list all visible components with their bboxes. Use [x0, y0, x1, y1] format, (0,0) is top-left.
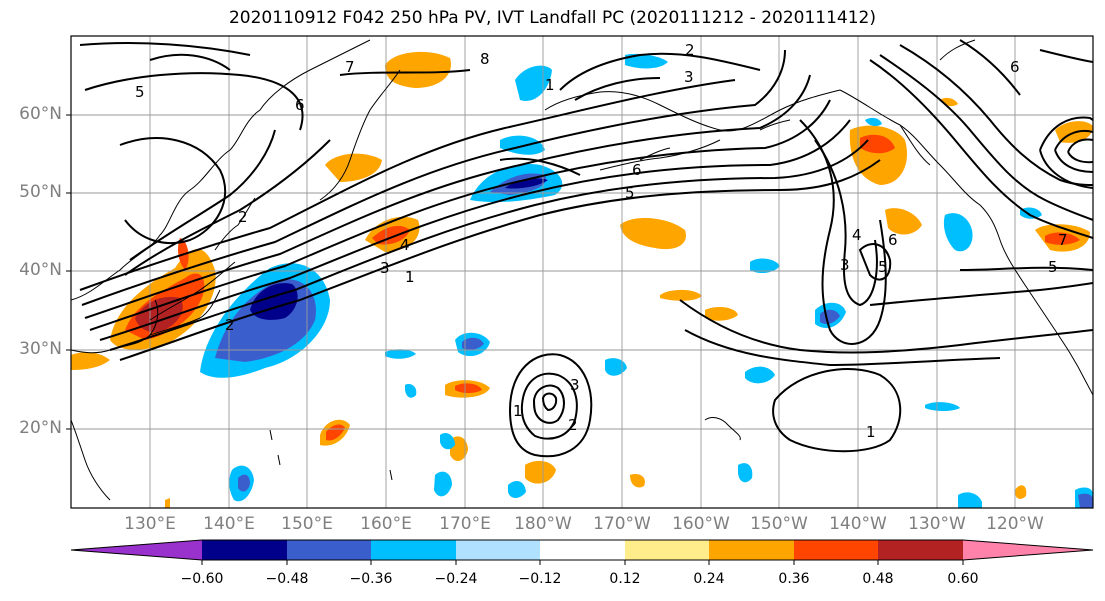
lon-label-140w: 140°W [829, 514, 887, 534]
contour-label: 6 [632, 161, 642, 179]
contour-label: 6 [888, 231, 898, 249]
lat-label-50n: 50°N [19, 182, 62, 202]
pv-contours [79, 39, 1093, 458]
contour-label: 8 [480, 50, 490, 68]
colorbar-tick-label: −0.48 [265, 571, 309, 587]
contour-label: 5 [1048, 258, 1058, 276]
contour-label: 3 [380, 259, 390, 277]
lon-label-160e: 160°E [360, 514, 412, 534]
colorbar-tick-label: 0.24 [693, 571, 725, 587]
colorbar-swatch [794, 540, 878, 560]
contour-label: 5 [878, 258, 888, 276]
contour-label: 1 [513, 402, 523, 420]
colorbar-tick-label: 0.12 [609, 571, 641, 587]
contour-label: 2 [238, 208, 248, 226]
colorbar-tick-label: 0.48 [862, 571, 894, 587]
colorbar-tick-label: −0.24 [434, 571, 478, 587]
contour-label: 2 [685, 41, 695, 59]
colorbar-swatch [456, 540, 540, 560]
contour-label: 2 [568, 416, 578, 434]
contour-label: 1 [545, 76, 555, 94]
japan-coast [149, 289, 221, 336]
colorbar [70, 539, 1094, 565]
contour-label: 7 [345, 58, 355, 76]
jet-contour [119, 159, 881, 361]
contour-label: 5 [135, 83, 145, 101]
contour-label: 7 [1058, 231, 1068, 249]
contour-label: 4 [852, 226, 862, 244]
lon-label-150e: 150°E [281, 514, 333, 534]
contour-label: 2 [225, 316, 235, 334]
colorbar-tick-label: −0.36 [349, 571, 393, 587]
lon-label-170e: 170°E [439, 514, 491, 534]
colorbar-tick-label: −0.60 [180, 571, 224, 587]
colorbar-swatch [287, 540, 371, 560]
cyclone-contour [508, 353, 593, 458]
contour-label: 3 [570, 376, 580, 394]
colorbar-swatch [963, 540, 1093, 560]
lon-label-130w: 130°W [908, 514, 966, 534]
contour-label: 1 [405, 268, 415, 286]
contour-label: 6 [1010, 58, 1020, 76]
lon-label-180w: 180°W [514, 514, 572, 534]
contour-label: 3 [840, 256, 850, 274]
colorbar-swatch [878, 540, 963, 560]
colorbar-swatch [71, 540, 202, 560]
lon-label-130e: 130°E [124, 514, 176, 534]
lat-label-40n: 40°N [19, 260, 62, 280]
colorbar-tick-label: −0.12 [518, 571, 562, 587]
contour-label: 3 [684, 68, 694, 86]
lat-label-60n: 60°N [19, 104, 62, 124]
contour-label: 6 [295, 96, 305, 114]
lon-label-120w: 120°W [986, 514, 1044, 534]
map-title: 2020110912 F042 250 hPa PV, IVT Landfall… [228, 8, 876, 28]
alaska-coast [544, 89, 841, 132]
contour-label: 5 [625, 184, 635, 202]
colorbar-swatch [371, 540, 456, 560]
contour-label: 4 [400, 236, 410, 254]
lat-label-20n: 20°N [19, 418, 62, 438]
colorbar-swatch [709, 540, 794, 560]
lon-label-150w: 150°W [750, 514, 808, 534]
colorbar-tick-label: 0.36 [778, 571, 810, 587]
lat-label-30n: 30°N [19, 339, 62, 359]
contour-label: 1 [866, 423, 876, 441]
colorbar-swatch [625, 540, 709, 560]
lon-label-170w: 170°W [593, 514, 651, 534]
colorbar-swatch [540, 540, 625, 560]
colorbar-swatch [202, 540, 287, 560]
lon-label-140e: 140°E [203, 514, 255, 534]
lon-label-160w: 160°W [672, 514, 730, 534]
map-frame [70, 35, 1094, 509]
colorbar-tick-label: 0.60 [947, 571, 979, 587]
